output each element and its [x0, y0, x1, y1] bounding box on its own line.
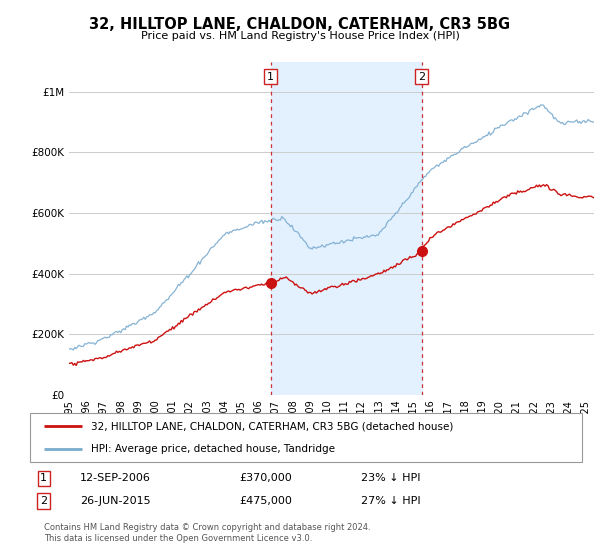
Text: £370,000: £370,000	[240, 473, 293, 483]
FancyBboxPatch shape	[30, 413, 582, 462]
Text: 2: 2	[418, 72, 425, 82]
Text: 23% ↓ HPI: 23% ↓ HPI	[361, 473, 421, 483]
Text: £475,000: £475,000	[240, 496, 293, 506]
Text: 32, HILLTOP LANE, CHALDON, CATERHAM, CR3 5BG (detached house): 32, HILLTOP LANE, CHALDON, CATERHAM, CR3…	[91, 421, 453, 431]
Text: 27% ↓ HPI: 27% ↓ HPI	[361, 496, 421, 506]
Bar	[271, 62, 422, 395]
Text: 26-JUN-2015: 26-JUN-2015	[80, 496, 151, 506]
Text: 1: 1	[40, 473, 47, 483]
Text: 12-SEP-2006: 12-SEP-2006	[80, 473, 151, 483]
Text: 32, HILLTOP LANE, CHALDON, CATERHAM, CR3 5BG: 32, HILLTOP LANE, CHALDON, CATERHAM, CR3…	[89, 17, 511, 32]
Text: 1: 1	[267, 72, 274, 82]
Text: 2: 2	[40, 496, 47, 506]
Text: HPI: Average price, detached house, Tandridge: HPI: Average price, detached house, Tand…	[91, 444, 335, 454]
Text: Price paid vs. HM Land Registry's House Price Index (HPI): Price paid vs. HM Land Registry's House …	[140, 31, 460, 41]
Text: Contains HM Land Registry data © Crown copyright and database right 2024.
This d: Contains HM Land Registry data © Crown c…	[44, 523, 370, 543]
